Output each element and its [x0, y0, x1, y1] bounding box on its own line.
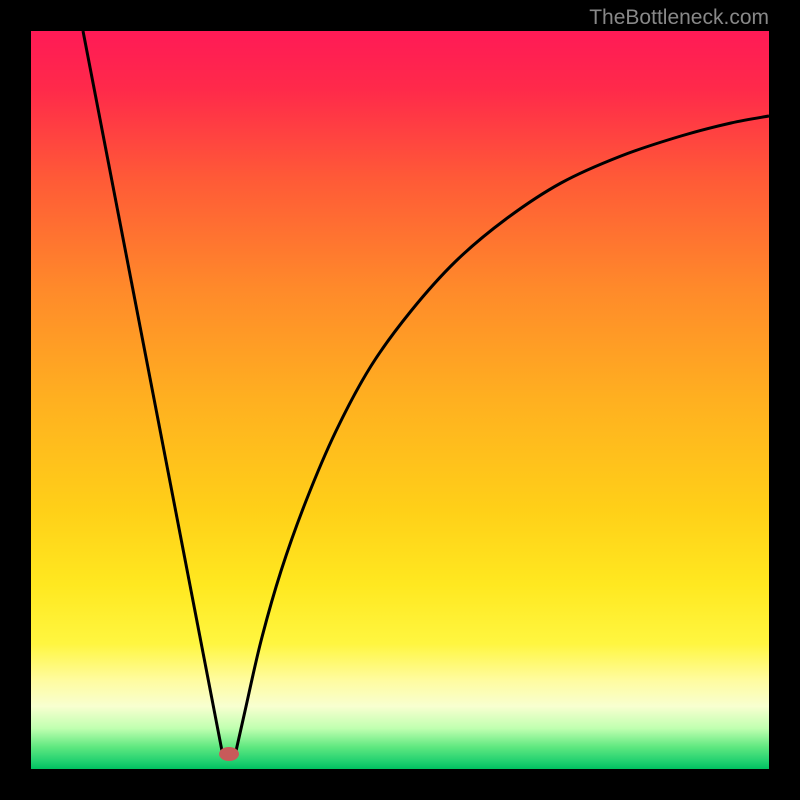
curve-layer [31, 31, 769, 769]
minimum-marker [219, 747, 239, 761]
curve-left-descent [83, 31, 222, 751]
curve-right-ascent [236, 116, 769, 751]
watermark-text: TheBottleneck.com [589, 6, 769, 30]
plot-area [31, 31, 769, 769]
chart-container: TheBottleneck.com [0, 0, 800, 800]
